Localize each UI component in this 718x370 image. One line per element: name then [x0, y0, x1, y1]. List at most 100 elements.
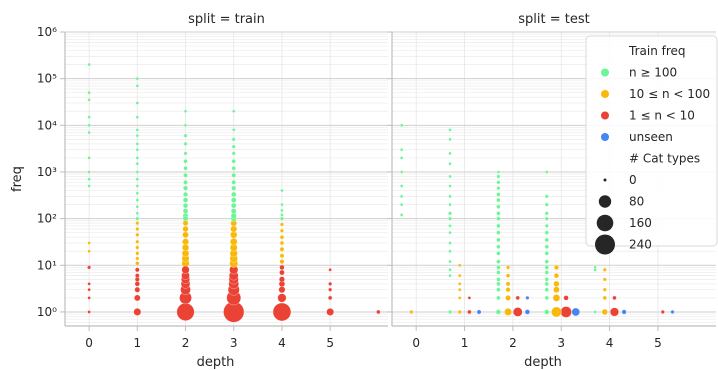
data-point: [135, 198, 139, 202]
y-tick-label: 10³: [37, 165, 57, 179]
data-point: [183, 141, 188, 146]
data-point: [279, 253, 285, 259]
data-point: [87, 170, 91, 174]
data-point: [448, 259, 452, 264]
data-point: [135, 211, 139, 215]
x-tick-label: 2: [509, 336, 517, 350]
y-tick-label: 10⁵: [37, 72, 57, 86]
data-point: [183, 123, 188, 127]
data-point: [457, 310, 462, 314]
data-point: [134, 294, 141, 302]
data-point: [87, 98, 91, 102]
legend-marker: [601, 133, 609, 141]
data-point: [183, 133, 188, 138]
data-point: [525, 295, 530, 300]
data-point: [496, 259, 501, 264]
data-point: [458, 282, 462, 286]
x-tick-label: 0: [412, 336, 420, 350]
data-point: [183, 166, 188, 171]
data-point: [544, 237, 549, 243]
data-point: [601, 308, 608, 315]
data-point: [135, 101, 139, 105]
data-point: [135, 216, 140, 221]
data-point: [135, 184, 139, 188]
data-point: [231, 180, 237, 185]
data-point: [279, 259, 285, 265]
data-point: [458, 263, 462, 267]
data-point: [495, 309, 501, 315]
data-point: [496, 216, 501, 221]
data-point: [448, 184, 452, 188]
data-point: [448, 162, 452, 166]
data-point: [496, 277, 501, 282]
data-point: [135, 205, 139, 209]
data-point: [610, 307, 619, 317]
legend-label: 0: [629, 173, 637, 187]
data-point: [87, 177, 91, 181]
data-point: [278, 286, 286, 294]
data-point: [231, 202, 237, 209]
data-point: [87, 296, 91, 300]
data-point: [183, 180, 188, 185]
legend-hue-title: Train freq: [628, 44, 686, 58]
data-point: [496, 281, 501, 286]
data-point: [87, 91, 91, 95]
data-point: [504, 308, 512, 316]
data-point: [544, 216, 549, 221]
data-point: [496, 197, 501, 203]
data-point: [135, 148, 139, 152]
data-point: [505, 295, 511, 301]
data-point: [496, 244, 501, 249]
x-tick-label: 2: [182, 336, 190, 350]
data-point: [458, 288, 462, 292]
data-point: [448, 202, 452, 207]
data-point: [135, 221, 140, 226]
data-point: [621, 309, 627, 315]
data-point: [279, 247, 285, 252]
data-point: [183, 159, 188, 164]
data-point: [544, 259, 549, 264]
data-point: [176, 303, 195, 321]
data-point: [376, 309, 381, 315]
data-point: [87, 130, 91, 135]
data-point: [448, 249, 452, 253]
data-point: [232, 128, 236, 132]
y-tick-label: 10⁴: [37, 118, 57, 132]
data-point: [134, 286, 141, 293]
data-point: [448, 241, 452, 245]
x-tick-label: 0: [85, 336, 93, 350]
data-point: [448, 194, 452, 199]
data-point: [544, 244, 549, 249]
x-tick-label: 3: [230, 336, 238, 350]
data-point: [496, 287, 501, 292]
data-point: [181, 244, 190, 252]
data-point: [182, 238, 189, 246]
data-point: [513, 307, 523, 317]
data-point: [135, 256, 140, 261]
data-point: [448, 224, 452, 228]
data-point: [87, 184, 91, 188]
data-point: [135, 251, 140, 256]
data-point: [496, 170, 501, 174]
data-point: [135, 177, 139, 181]
data-point: [230, 225, 238, 233]
data-point: [272, 302, 292, 322]
data-point: [231, 144, 236, 149]
data-point: [544, 223, 549, 228]
data-point: [279, 276, 285, 283]
data-point: [660, 310, 665, 314]
data-point: [87, 288, 91, 292]
data-point: [496, 180, 501, 185]
data-point: [87, 156, 91, 160]
data-point: [280, 202, 284, 207]
x-tick-label: 4: [606, 336, 614, 350]
data-point: [134, 281, 140, 287]
data-point: [231, 159, 236, 164]
data-point: [182, 225, 189, 232]
data-point: [602, 287, 607, 292]
y-tick-label: 10⁶: [37, 25, 57, 39]
data-point: [135, 128, 139, 132]
data-point: [135, 133, 139, 138]
data-point: [280, 216, 284, 221]
